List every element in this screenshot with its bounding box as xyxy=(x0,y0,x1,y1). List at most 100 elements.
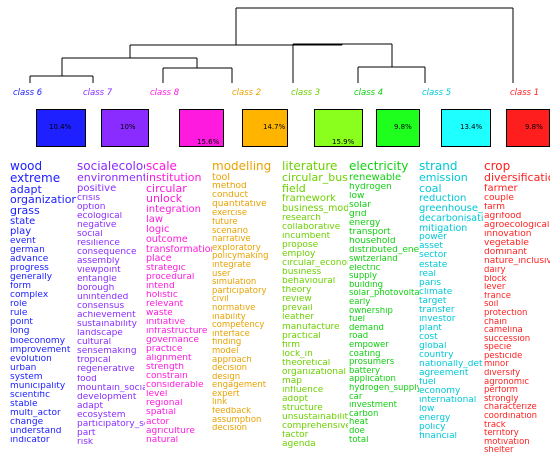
word-item: integrate xyxy=(212,260,251,270)
word-item: advance xyxy=(10,255,49,265)
word-item: sustainability xyxy=(77,320,137,330)
word-item: manufacture xyxy=(282,322,340,332)
word-item: behavioural xyxy=(282,277,336,287)
word-item: rule xyxy=(10,309,28,319)
word-item: intend xyxy=(146,281,175,291)
word-item: dairy xyxy=(484,265,506,275)
word-item: stable xyxy=(10,399,38,409)
word-item: agronomic xyxy=(484,377,530,387)
word-item: wood xyxy=(10,161,43,173)
class-box: 15.6% xyxy=(179,109,224,147)
word-item: power xyxy=(419,233,447,243)
word-item: farm xyxy=(484,202,505,212)
word-item: landscape xyxy=(77,329,123,339)
word-list: cropdiversificationfarmercouplefarmagrif… xyxy=(484,161,550,460)
word-item: protection xyxy=(484,308,528,318)
word-item: social xyxy=(77,229,103,239)
word-item: grass xyxy=(10,206,40,218)
word-item: event xyxy=(10,237,36,247)
word-item: circular_busin xyxy=(282,172,348,184)
word-item: indicator xyxy=(10,436,50,446)
word-item: entangle xyxy=(77,275,117,284)
word-item: bioeconomy xyxy=(10,336,66,346)
word-item: sensemaking xyxy=(77,347,137,357)
word-item: innovation xyxy=(484,229,532,239)
word-item: fuel xyxy=(349,315,365,324)
word-item: quantitative xyxy=(212,200,267,210)
word-item: modelling xyxy=(212,161,272,173)
word-item: shelter xyxy=(484,446,514,456)
word-item: solar xyxy=(349,200,371,210)
word-item: competency xyxy=(212,321,265,330)
word-item: organizational xyxy=(282,367,346,377)
word-item: considerable xyxy=(146,381,204,391)
word-item: positive xyxy=(77,183,117,194)
word-item: plant xyxy=(419,323,442,333)
word-item: level xyxy=(146,390,168,400)
word-item: demand xyxy=(349,323,384,333)
word-item: organization xyxy=(10,195,76,207)
word-item: theory xyxy=(282,286,312,296)
word-item: estate xyxy=(419,260,448,270)
word-item: territory xyxy=(484,429,519,438)
word-item: minor xyxy=(484,360,509,370)
word-item: ecosystem xyxy=(77,410,126,420)
word-item: leather xyxy=(282,313,315,323)
word-item: reduction xyxy=(419,194,467,205)
word-item: participatory xyxy=(212,286,267,296)
word-item: business_mode xyxy=(282,204,348,214)
word-item: part xyxy=(77,428,96,438)
word-item: risk xyxy=(77,437,94,447)
word-item: alignment xyxy=(146,354,192,364)
word-item: strategic xyxy=(146,263,186,273)
class-percent: 10.4% xyxy=(49,123,72,131)
word-item: supply xyxy=(349,272,377,281)
word-item: environment xyxy=(77,172,145,184)
word-item: actor xyxy=(146,417,170,427)
word-item: financial xyxy=(419,432,458,442)
word-item: emission xyxy=(419,172,468,184)
word-item: vegetable xyxy=(484,238,529,248)
word-item: scenario xyxy=(212,226,248,236)
word-item: grid xyxy=(349,209,367,219)
word-item: motivation xyxy=(484,437,530,447)
word-item: lock_in xyxy=(282,349,313,359)
word-item: prevail xyxy=(282,304,313,314)
word-item: early xyxy=(349,298,371,307)
word-item: borough xyxy=(77,284,115,294)
class-percent: 9.8% xyxy=(394,123,412,131)
word-item: initiative xyxy=(146,317,186,327)
word-item: regenerative xyxy=(77,365,135,375)
word-item: model xyxy=(212,346,239,356)
word-item: ownership xyxy=(349,306,393,316)
word-item: mitigation xyxy=(419,223,468,234)
word-item: couple xyxy=(484,193,514,203)
word-item: comprehensive xyxy=(282,422,348,432)
word-item: decision xyxy=(212,364,248,373)
word-item: field xyxy=(282,183,306,195)
word-item: extreme xyxy=(10,172,61,185)
word-item: decarbonisatio xyxy=(419,214,483,224)
word-item: form xyxy=(10,282,31,292)
word-item: car xyxy=(349,392,363,402)
class-box: 14.7% xyxy=(242,109,288,147)
class-percent: 10% xyxy=(120,123,136,131)
word-item: viewpoint xyxy=(77,265,121,275)
word-item: prosumers xyxy=(349,358,395,367)
word-item: incumbent xyxy=(282,232,331,242)
class-label: class 8 xyxy=(150,88,180,98)
word-item: strongly xyxy=(484,394,519,404)
class-label: class 5 xyxy=(422,88,452,98)
word-item: transformation xyxy=(146,244,212,255)
word-item: switzerland xyxy=(349,255,398,264)
word-item: international xyxy=(419,396,477,406)
class-box: 9.8% xyxy=(376,109,420,147)
class-label: class 6 xyxy=(13,88,43,98)
word-item: strength xyxy=(146,363,184,373)
word-item: cultural xyxy=(77,338,112,348)
class-label: class 1 xyxy=(510,88,540,98)
word-item: perform xyxy=(484,386,518,395)
word-item: simulation xyxy=(212,278,257,287)
word-item: electric xyxy=(349,263,381,273)
word-item: strand xyxy=(419,161,458,173)
